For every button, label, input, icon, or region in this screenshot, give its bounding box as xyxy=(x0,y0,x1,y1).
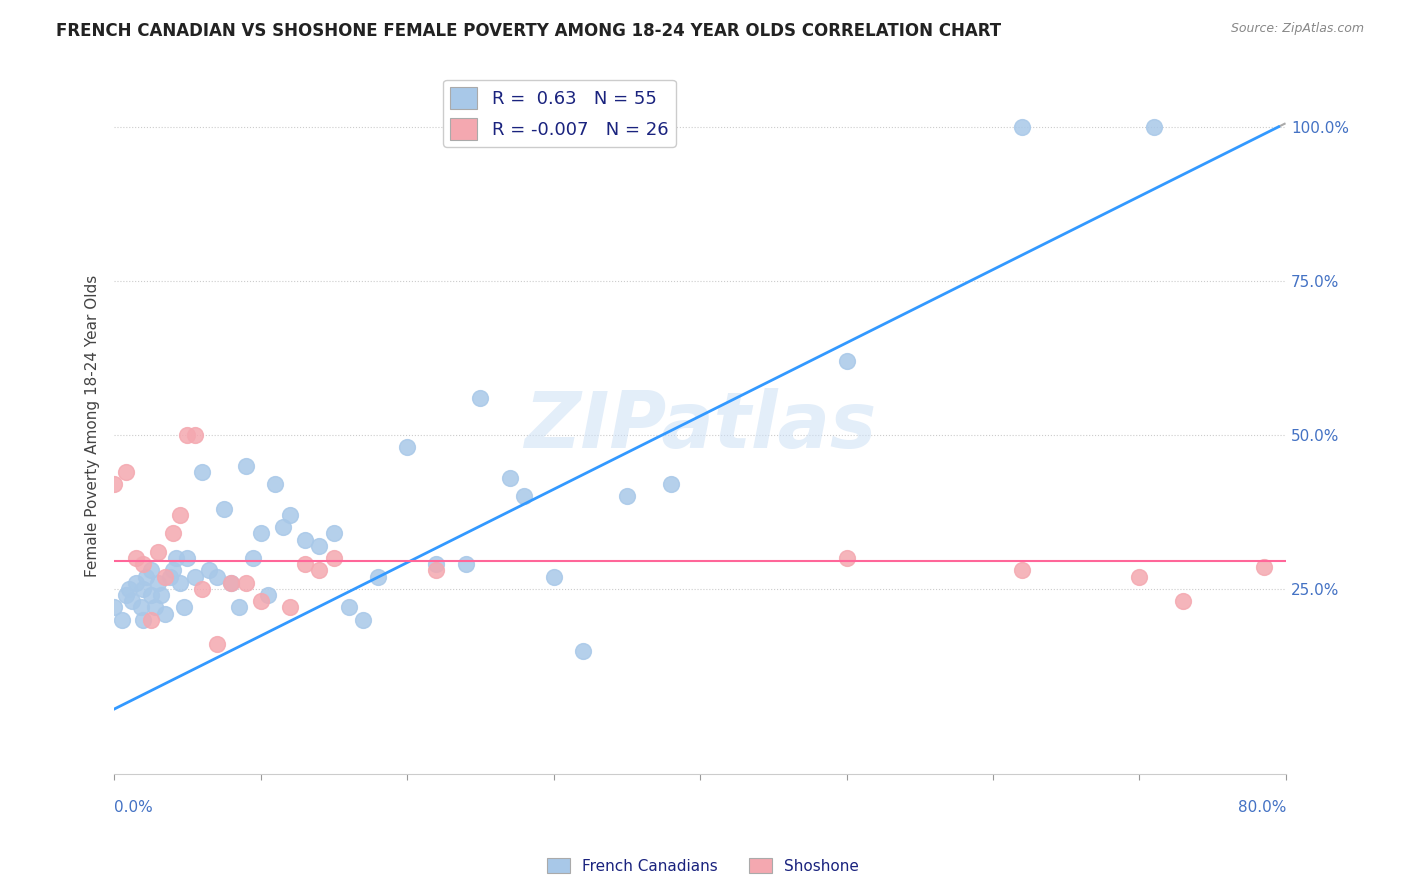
Point xyxy=(169,508,191,522)
Point xyxy=(159,569,181,583)
Point xyxy=(184,428,207,442)
Point xyxy=(1011,120,1033,134)
Point xyxy=(308,539,330,553)
Point xyxy=(616,490,638,504)
Point xyxy=(139,563,162,577)
Point xyxy=(352,613,374,627)
Point xyxy=(150,588,173,602)
Point xyxy=(396,440,419,454)
Point xyxy=(169,575,191,590)
Point xyxy=(176,551,198,566)
Text: 0.0%: 0.0% xyxy=(114,800,153,815)
Point xyxy=(278,600,301,615)
Point xyxy=(249,594,271,608)
Point xyxy=(470,391,492,405)
Y-axis label: Female Poverty Among 18-24 Year Olds: Female Poverty Among 18-24 Year Olds xyxy=(86,275,100,577)
Point xyxy=(278,508,301,522)
Point xyxy=(118,582,141,596)
Point xyxy=(454,558,477,572)
Point xyxy=(135,569,157,583)
Legend: R =  0.63   N = 55, R = -0.007   N = 26: R = 0.63 N = 55, R = -0.007 N = 26 xyxy=(443,79,676,147)
Point xyxy=(155,569,177,583)
Point xyxy=(337,600,360,615)
Point xyxy=(1143,120,1166,134)
Point xyxy=(271,520,294,534)
Point xyxy=(264,477,287,491)
Point xyxy=(143,600,166,615)
Point xyxy=(249,526,271,541)
Point xyxy=(191,582,214,596)
Point xyxy=(242,551,264,566)
Point xyxy=(146,575,169,590)
Point xyxy=(659,477,682,491)
Point xyxy=(1253,560,1275,574)
Point xyxy=(139,588,162,602)
Text: ZIPatlas: ZIPatlas xyxy=(524,388,876,464)
Point xyxy=(235,458,257,473)
Point xyxy=(221,575,243,590)
Point xyxy=(198,563,221,577)
Point xyxy=(176,428,198,442)
Point xyxy=(132,558,155,572)
Point xyxy=(132,613,155,627)
Point xyxy=(162,563,184,577)
Point xyxy=(165,551,187,566)
Point xyxy=(294,533,316,547)
Point xyxy=(1128,569,1150,583)
Point xyxy=(205,569,228,583)
Text: FRENCH CANADIAN VS SHOSHONE FEMALE POVERTY AMONG 18-24 YEAR OLDS CORRELATION CHA: FRENCH CANADIAN VS SHOSHONE FEMALE POVER… xyxy=(56,22,1001,40)
Point xyxy=(294,558,316,572)
Point xyxy=(572,643,595,657)
Point xyxy=(322,551,344,566)
Point xyxy=(121,594,143,608)
Point xyxy=(110,613,132,627)
Point xyxy=(835,551,858,566)
Point xyxy=(205,637,228,651)
Point xyxy=(513,490,536,504)
Text: 80.0%: 80.0% xyxy=(1237,800,1286,815)
Point xyxy=(367,569,389,583)
Point xyxy=(103,477,125,491)
Point xyxy=(191,465,214,479)
Text: Source: ZipAtlas.com: Source: ZipAtlas.com xyxy=(1230,22,1364,36)
Point xyxy=(498,471,520,485)
Point xyxy=(115,465,138,479)
Point xyxy=(115,588,138,602)
Point xyxy=(162,526,184,541)
Point xyxy=(257,588,280,602)
Point xyxy=(425,563,447,577)
Point xyxy=(228,600,250,615)
Point xyxy=(125,575,148,590)
Point xyxy=(146,545,169,559)
Point xyxy=(425,558,447,572)
Point xyxy=(322,526,344,541)
Legend: French Canadians, Shoshone: French Canadians, Shoshone xyxy=(541,852,865,880)
Point xyxy=(835,354,858,368)
Point xyxy=(125,551,148,566)
Point xyxy=(308,563,330,577)
Point xyxy=(132,582,155,596)
Point xyxy=(139,613,162,627)
Point xyxy=(221,575,243,590)
Point xyxy=(1011,563,1033,577)
Point xyxy=(129,600,152,615)
Point xyxy=(173,600,195,615)
Point xyxy=(235,575,257,590)
Point xyxy=(1173,594,1195,608)
Point xyxy=(543,569,565,583)
Point xyxy=(184,569,207,583)
Point xyxy=(155,607,177,621)
Point xyxy=(212,501,235,516)
Point xyxy=(103,600,125,615)
